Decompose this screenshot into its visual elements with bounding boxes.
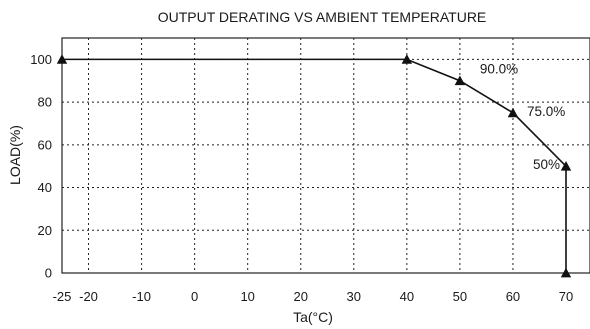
annotation-label: 75.0%	[527, 104, 565, 119]
y-tick-labels: 0 20 40 60 80 100	[30, 52, 52, 281]
x-tick-label: -20	[79, 289, 98, 304]
x-tick-label: 40	[400, 289, 414, 304]
x-axis-title: Ta(°C)	[293, 309, 333, 325]
annotation-group: 90.0% 75.0% 50%	[480, 62, 565, 172]
plot-area-border	[61, 37, 590, 274]
y-tick-label: 60	[38, 137, 52, 152]
annotation-label: 50%	[533, 157, 560, 172]
triangle-marker	[401, 54, 413, 64]
annotation-label: 90.0%	[480, 62, 518, 77]
triangle-marker	[56, 54, 68, 64]
x-tick-label: 10	[240, 289, 254, 304]
chart-title: OUTPUT DERATING VS AMBIENT TEMPERATURE	[158, 9, 487, 25]
x-tick-label: -25	[53, 289, 72, 304]
x-tick-label: 0	[191, 289, 198, 304]
y-axis-title: LOAD(%)	[7, 125, 23, 185]
y-tick-label: 80	[38, 95, 52, 110]
y-tick-label: 20	[38, 223, 52, 238]
x-tick-label: 20	[294, 289, 308, 304]
grid-lines	[62, 38, 590, 273]
x-tick-label: 30	[347, 289, 361, 304]
x-tick-label: 70	[559, 289, 573, 304]
derating-line	[62, 58, 567, 273]
marker-group	[56, 54, 572, 278]
triangle-marker	[507, 107, 519, 118]
triangle-marker	[560, 267, 572, 278]
y-tick-label: 0	[45, 266, 52, 281]
triangle-marker	[454, 75, 466, 86]
y-tick-label: 40	[38, 180, 52, 195]
x-tick-label: 50	[453, 289, 467, 304]
x-tick-labels: -25 -20 -10 0 10 20 30 40 50 60 70	[53, 289, 574, 304]
y-tick-label: 100	[30, 52, 52, 67]
series-group	[62, 58, 567, 273]
triangle-marker	[560, 160, 572, 171]
x-tick-label: 60	[506, 289, 520, 304]
x-tick-label: -10	[132, 289, 151, 304]
